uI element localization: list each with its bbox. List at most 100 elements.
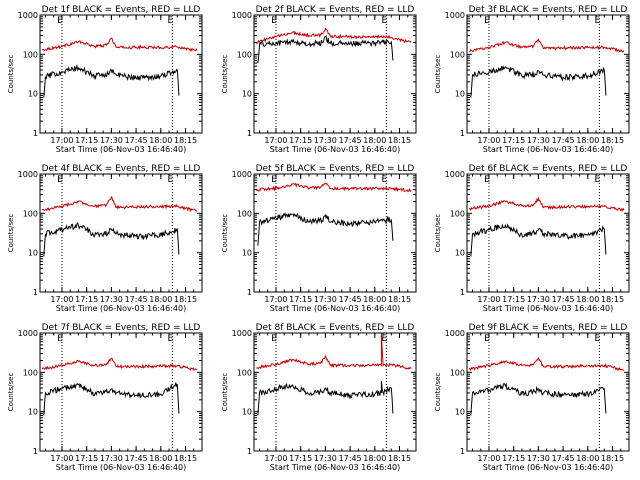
panel-9-xtick-label-3: 17:30 [527, 454, 550, 463]
panel-8-xtick-label-4: 17:45 [339, 454, 362, 463]
panel-5-ytick-label-2: 10 [242, 249, 252, 258]
panel-3-series-red-lld [469, 38, 625, 53]
panel-1-ytick-label-3: 100 [23, 50, 38, 59]
panel-7-title: Det 7f BLACK = Events, RED = LLD [42, 323, 201, 333]
panel-7-xtick-label-5: 18:00 [149, 454, 172, 463]
panel-5-xtick-label-1: 17:00 [264, 295, 287, 304]
panel-1-ytick-label-1: 1 [33, 129, 38, 138]
panel-4-ytick-label-1: 1 [33, 288, 38, 297]
panel-2-xtick-label-1: 17:00 [264, 136, 287, 145]
panel-8-ylabel: Counts/sec [221, 373, 229, 412]
panel-6-marker-2: E [595, 175, 601, 185]
panel-7-ytick-label-1: 1 [33, 447, 38, 456]
panel-5-ytick-label-1: 1 [247, 288, 252, 297]
panel-1-axes-box [39, 14, 203, 134]
panel-2-xtick-label-2: 17:15 [289, 136, 312, 145]
panel-1: Det 1f BLACK = Events, RED = LLD 1 10 100 10… [7, 5, 203, 154]
panel-4-xtick-label-6: 18:15 [174, 295, 197, 304]
panel-4-series-black-events [43, 221, 180, 257]
panel-9-xtick-label-4: 17:45 [552, 454, 575, 463]
panel-3-xtick-label-3: 17:30 [527, 136, 550, 145]
panel-9-marker-2: E [595, 334, 601, 344]
panel-8-title: Det 8f BLACK = Events, RED = LLD [256, 323, 415, 333]
panel-9-ytick-label-3: 100 [450, 368, 465, 377]
panel-5-marker-1: E [271, 175, 277, 185]
panel-1-xtick-label-4: 17:45 [125, 136, 148, 145]
panel-1-xlabel: Start Time (06-Nov-03 16:46:40) [56, 145, 186, 154]
panel-3-xtick-label-2: 17:15 [502, 136, 525, 145]
panel-5-xtick-label-3: 17:30 [314, 295, 337, 304]
panel-8-xlabel: Start Time (06-Nov-03 16:46:40) [270, 463, 400, 472]
panel-1-series-black-events [43, 63, 180, 98]
panel-6-xtick-label-2: 17:15 [502, 295, 525, 304]
panel-6-xtick-label-5: 18:00 [576, 295, 599, 304]
panel-3-xtick-label-4: 17:45 [552, 136, 575, 145]
panel-5: Det 5f BLACK = Events, RED = LLD 1 10 100 10… [221, 164, 417, 313]
panel-6-marker-1: E [484, 175, 490, 185]
panel-7-xtick-label-3: 17:30 [100, 454, 123, 463]
panel-4-xtick-label-4: 17:45 [125, 295, 148, 304]
panel-5-xtick-label-4: 17:45 [339, 295, 362, 304]
panel-6-title: Det 6f BLACK = Events, RED = LLD [469, 164, 628, 174]
panel-8-xtick-label-5: 18:00 [363, 454, 386, 463]
panel-3-ytick-label-1: 1 [460, 129, 465, 138]
panel-1-marker-1: E [57, 16, 63, 26]
panel-3-axes-box [466, 14, 630, 134]
panel-5-xtick-label-6: 18:15 [388, 295, 411, 304]
panel-5-ylabel: Counts/sec [221, 214, 229, 253]
panel-2-ytick-label-1: 1 [247, 129, 252, 138]
panel-5-ytick-label-4: 1000 [232, 170, 252, 179]
panel-9-series-red-lld [468, 356, 625, 372]
panel-4: Det 4f BLACK = Events, RED = LLD 1 10 100 10… [7, 164, 203, 313]
panel-8: Det 8f BLACK = Events, RED = LLD 1 10 100 10… [221, 323, 417, 472]
panel-3-marker-1: E [484, 16, 490, 26]
panel-6-ytick-label-2: 10 [455, 249, 465, 258]
panel-5-marker-2: E [382, 175, 388, 185]
panel-6-xlabel: Start Time (06-Nov-03 16:46:40) [483, 304, 613, 313]
panel-7-ytick-label-3: 100 [23, 368, 38, 377]
panel-6-ytick-label-3: 100 [450, 209, 465, 218]
panel-2-xtick-label-6: 18:15 [388, 136, 411, 145]
panel-9-ytick-label-1: 1 [460, 447, 465, 456]
panel-2-axes-box [253, 14, 417, 134]
panel-9-xtick-label-5: 18:00 [576, 454, 599, 463]
panel-7-xtick-label-4: 17:45 [125, 454, 148, 463]
panel-9-ylabel: Counts/sec [434, 373, 442, 412]
panel-6-series-red-lld [468, 196, 625, 212]
panel-5-title: Det 5f BLACK = Events, RED = LLD [256, 164, 415, 174]
panel-7-xtick-label-1: 17:00 [50, 454, 73, 463]
panel-3-xtick-label-5: 18:00 [576, 136, 599, 145]
panel-7: Det 7f BLACK = Events, RED = LLD 1 10 100 10… [7, 323, 203, 472]
panel-5-series-black-events [257, 211, 394, 246]
panel-2-marker-1: E [271, 16, 277, 26]
panel-2-series-red-lld [255, 27, 412, 45]
panel-6-series-black-events [470, 223, 607, 257]
panel-8-ytick-label-4: 1000 [232, 329, 252, 338]
panel-4-series-red-lld [41, 196, 198, 213]
panel-2-ytick-label-4: 1000 [232, 11, 252, 20]
panel-6-ylabel: Counts/sec [434, 214, 442, 253]
panel-6-xtick-label-1: 17:00 [477, 295, 500, 304]
panel-4-marker-1: E [57, 175, 63, 185]
panel-6: Det 6f BLACK = Events, RED = LLD 1 10 100 10… [434, 164, 630, 313]
panel-8-ytick-label-3: 100 [237, 368, 252, 377]
panel-2-xtick-label-4: 17:45 [339, 136, 362, 145]
panel-3-ylabel: Counts/sec [434, 55, 442, 94]
panel-3-ytick-label-3: 100 [450, 50, 465, 59]
panel-2-xlabel: Start Time (06-Nov-03 16:46:40) [270, 145, 400, 154]
panel-7-xtick-label-2: 17:15 [75, 454, 98, 463]
panel-4-xtick-label-1: 17:00 [50, 295, 73, 304]
panel-1-title: Det 1f BLACK = Events, RED = LLD [42, 5, 201, 15]
panel-6-ytick-label-1: 1 [460, 288, 465, 297]
panel-8-xtick-label-6: 18:15 [388, 454, 411, 463]
panel-8-xtick-label-2: 17:15 [289, 454, 312, 463]
panel-3-ytick-label-2: 10 [455, 90, 465, 99]
panel-2-series-black-events [257, 34, 394, 64]
panel-9-xtick-label-2: 17:15 [502, 454, 525, 463]
panel-3-marker-2: E [595, 16, 601, 26]
panel-5-axes-box [253, 173, 417, 293]
panel-2: Det 2f BLACK = Events, RED = LLD 1 10 100 10… [221, 5, 417, 154]
panel-3-ytick-label-4: 1000 [445, 11, 465, 20]
panel-9: Det 9f BLACK = Events, RED = LLD 1 10 100 10… [434, 323, 630, 472]
